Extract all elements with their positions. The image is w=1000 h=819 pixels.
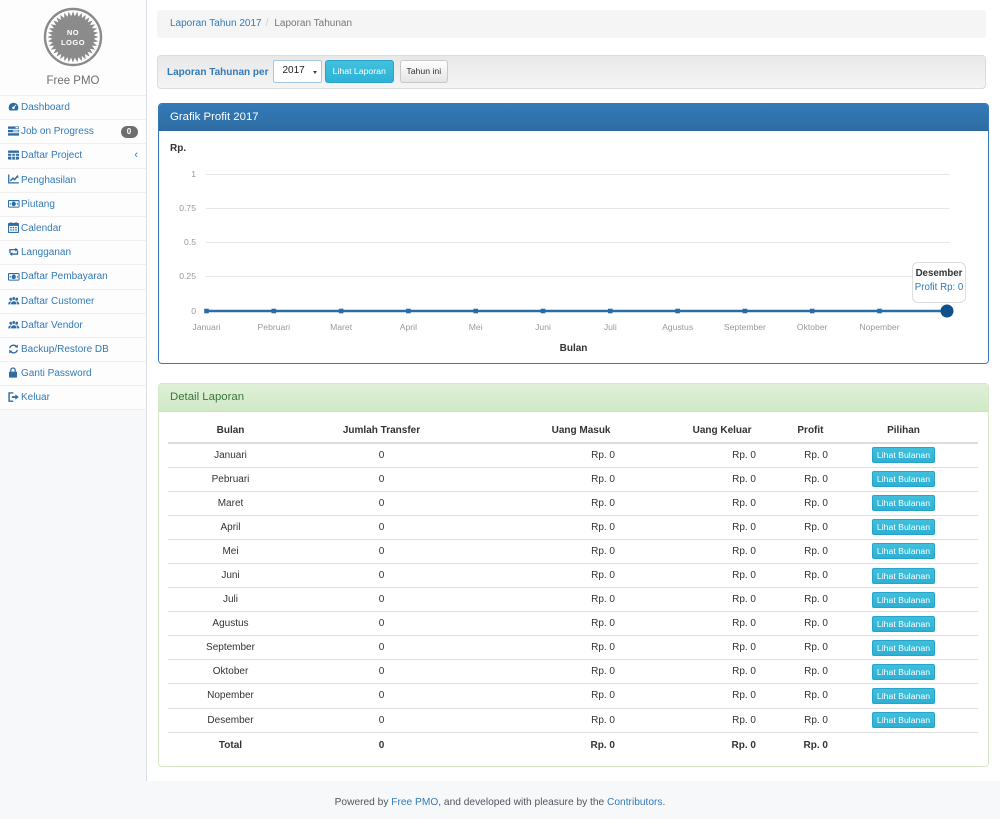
svg-text:NO: NO (67, 28, 79, 37)
svg-text:LOGO: LOGO (61, 38, 85, 47)
